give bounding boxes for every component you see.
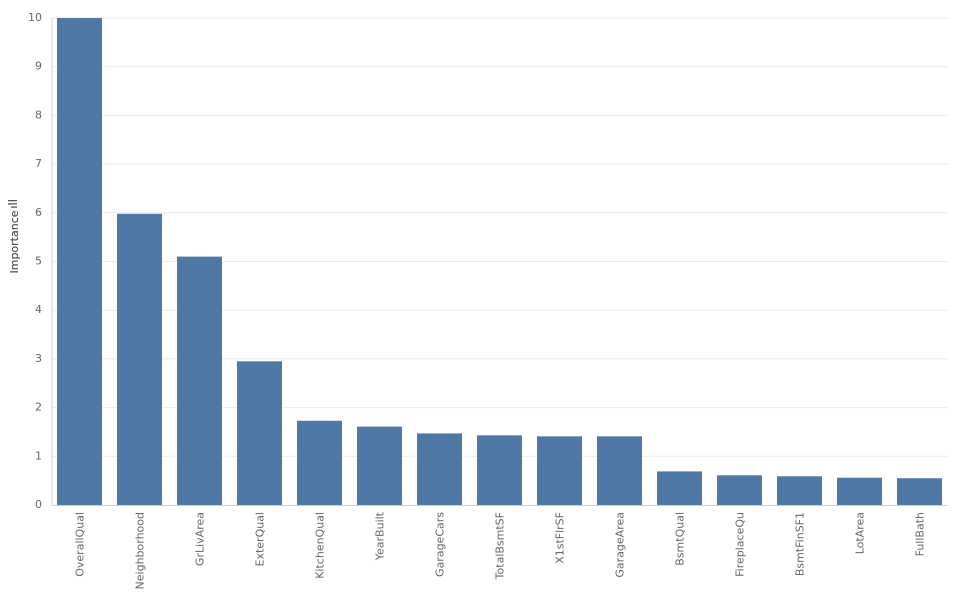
y-tick-label: 3	[35, 352, 42, 365]
x-tick-label: YearBuilt	[374, 511, 387, 561]
bar[interactable]	[837, 477, 882, 505]
y-axis-label: Importance	[8, 210, 21, 273]
bar[interactable]	[897, 478, 942, 505]
x-tick-label: FireplaceQu	[734, 512, 747, 577]
bar[interactable]	[177, 256, 222, 505]
y-tick-label: 10	[28, 11, 42, 24]
bar[interactable]	[537, 436, 582, 505]
x-tick-label: BsmtFinSF1	[794, 512, 807, 576]
x-tick-label: FullBath	[914, 512, 927, 556]
x-tick-label: KitchenQual	[314, 512, 327, 579]
bar[interactable]	[657, 471, 702, 505]
bar[interactable]	[357, 426, 402, 505]
x-tick-label: ExterQual	[254, 512, 267, 567]
y-tick-label: 1	[35, 449, 42, 462]
bar[interactable]	[777, 476, 822, 505]
x-tick-label: X1stFlrSF	[554, 512, 567, 564]
bar[interactable]	[297, 420, 342, 505]
x-tick-label: OverallQual	[74, 512, 87, 577]
x-tick-label: BsmtQual	[674, 512, 687, 566]
sort-icon[interactable]	[8, 200, 17, 208]
bar[interactable]	[237, 361, 282, 505]
x-tick-label: GrLivArea	[194, 512, 207, 566]
bar[interactable]	[417, 433, 462, 505]
y-tick-label: 6	[35, 206, 42, 219]
x-tick-label: GarageArea	[614, 512, 627, 578]
y-tick-label: 8	[35, 108, 42, 121]
y-tick-labels: 0 1 2 3 4 5 6 7 8 9 10	[28, 11, 42, 511]
bars	[57, 18, 942, 506]
y-tick-label: 7	[35, 157, 42, 170]
y-tick-label: 5	[35, 255, 42, 268]
bar[interactable]	[597, 436, 642, 505]
y-tick-label: 9	[35, 60, 42, 73]
x-tick-labels: OverallQual Neighborhood GrLivArea ExterQua…	[74, 511, 927, 589]
bar[interactable]	[477, 435, 522, 505]
bar[interactable]	[57, 18, 102, 505]
x-tick-label: TotalBsmtSF	[494, 512, 507, 580]
y-tick-label: 4	[35, 303, 42, 316]
y-tick-label: 2	[35, 401, 42, 414]
bar[interactable]	[717, 475, 762, 505]
x-tick-label: LotArea	[854, 512, 867, 554]
y-tick-label: 0	[35, 498, 42, 511]
x-tick-label: Neighborhood	[134, 512, 147, 589]
bar[interactable]	[117, 213, 162, 506]
x-tick-label: GarageCars	[434, 512, 447, 577]
